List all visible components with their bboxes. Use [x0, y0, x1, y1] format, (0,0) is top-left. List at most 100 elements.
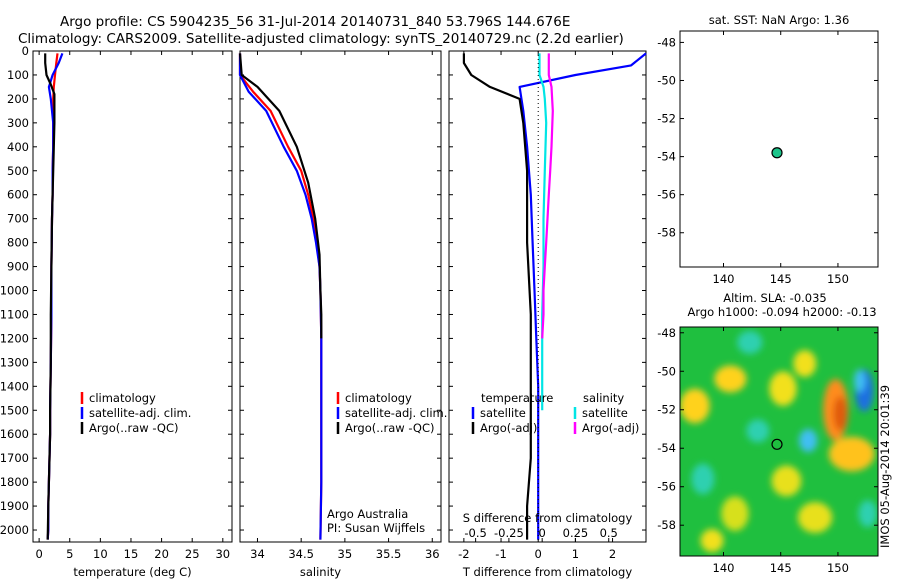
- sla-anomaly-cell: [691, 463, 715, 495]
- sst_map-lat-label: -54: [657, 150, 676, 164]
- salinity-diff-tick-label: 0.5: [600, 526, 618, 540]
- sla_map-lat-label: -58: [657, 518, 676, 532]
- salinity-diff-tick-label: -0.25: [494, 526, 524, 540]
- sst_map-lon-label: 140: [713, 272, 735, 286]
- difference-series-salinity-satellite: [538, 53, 548, 411]
- temperature-xtick-label: 10: [93, 547, 108, 561]
- sla_map-lon-label: 140: [713, 561, 735, 575]
- salinity-frame: [239, 50, 442, 543]
- sst_map-lat-label: -58: [657, 226, 676, 240]
- depth-tick-label: 1100: [0, 307, 29, 321]
- difference-xtick-label: -1: [495, 547, 506, 561]
- sla-anomaly-cell: [680, 388, 710, 424]
- difference-xtick-label: 0: [535, 547, 542, 561]
- temperature-xtick-label: 30: [215, 547, 230, 561]
- temperature-legend-label: satellite-adj. clim.: [89, 406, 191, 420]
- sla-anomaly-cell: [858, 500, 877, 528]
- salinity-panel: 34 34.5 35 35.5 36 salinity climatologysatelli…: [238, 50, 447, 579]
- depth-tick-label: 1900: [0, 499, 29, 513]
- difference-legend-label: satellite: [480, 406, 526, 420]
- sst_map-lat-label: -52: [657, 112, 676, 126]
- sst_map-lat-label: -50: [657, 73, 676, 87]
- difference-xtick-label: 2: [609, 547, 616, 561]
- sla_map-lat-label: -56: [657, 480, 676, 494]
- depth-tick-label: 1600: [0, 427, 29, 441]
- difference-series-temperature-satellite: [518, 52, 647, 540]
- temperature-xtick-label: 25: [185, 547, 200, 561]
- salinity-series-satellite-adj-clim-: [238, 53, 323, 540]
- sla_map-lat-label: -54: [657, 441, 676, 455]
- sla-anomaly-cell: [769, 371, 797, 406]
- depth-tick-label: 1500: [0, 403, 29, 417]
- salinity-diff-tick-label: 0.25: [563, 526, 589, 540]
- legend-title-salinity: salinity: [583, 391, 624, 405]
- difference-panel: -2 -1 0 1 2 T difference from climatology -0.5…: [448, 50, 647, 579]
- sla_map-frame: [679, 326, 879, 557]
- sla-map-title-line2: Argo h1000: -0.094 h2000: -0.13: [687, 305, 876, 319]
- depth-tick-label: 0: [22, 44, 29, 58]
- difference-frame: [448, 50, 647, 543]
- sla-anomaly-cell: [799, 428, 818, 453]
- salinity-diff-tick-label: 0: [539, 526, 546, 540]
- sla-map-title-line1: Altim. SLA: -0.035: [723, 291, 827, 305]
- figure-title-line1: Argo profile: CS 5904235_56 31-Jul-2014 …: [60, 14, 570, 30]
- sla-anomaly-cell: [833, 396, 848, 431]
- sst_map-panel: -48 -50 -52 -54 -56 -58 140 145 150 sat. SST: NaN…: [657, 13, 879, 286]
- salinity-legend-label: climatology: [345, 391, 412, 405]
- sla-anomaly-cell: [737, 330, 763, 354]
- sla_map-lon-label: 145: [770, 561, 792, 575]
- depth-tick-label: 1800: [0, 475, 29, 489]
- depth-tick-label: 2000: [0, 523, 29, 537]
- difference-xlabel: T difference from climatology: [462, 565, 633, 579]
- depth-tick-label: 500: [7, 164, 29, 178]
- salinity-diff-tick-label: -0.5: [464, 526, 486, 540]
- sst_map-lon-label: 150: [827, 272, 849, 286]
- legend-title-temperature: temperature: [481, 391, 553, 405]
- sla-anomaly-cell: [714, 365, 747, 393]
- salinity-xtick-label: 35: [338, 547, 353, 561]
- difference-series-salinity-argo-adj-: [541, 53, 554, 339]
- sla-anomaly-cell: [793, 350, 817, 378]
- depth-tick-label: 900: [7, 260, 29, 274]
- temperature-xtick-label: 0: [35, 547, 42, 561]
- sst-map-title: sat. SST: NaN Argo: 1.36: [709, 13, 850, 27]
- depth-tick-label: 1200: [0, 331, 29, 345]
- depth-tick-label: 100: [7, 68, 29, 82]
- depth-tick-label: 200: [7, 92, 29, 106]
- depth-tick-label: 1300: [0, 355, 29, 369]
- temperature-series-argo-raw-qc-: [44, 53, 56, 540]
- temperature-xtick-label: 5: [66, 547, 73, 561]
- salinity-series-argo-raw-qc-: [238, 53, 323, 339]
- temperature-xtick-label: 20: [154, 547, 169, 561]
- figure-title-line2: Climatology: CARS2009. Satellite-adjuste…: [18, 31, 624, 47]
- salinity-series-climatology: [238, 53, 323, 540]
- depth-tick-label: 400: [7, 140, 29, 154]
- sst_map-lat-label: -56: [657, 188, 676, 202]
- sst_map-lon-label: 145: [770, 272, 792, 286]
- pi-name-label: PI: Susan Wijffels: [327, 521, 425, 535]
- depth-tick-label: 700: [7, 212, 29, 226]
- difference-xtick-label: -2: [458, 547, 469, 561]
- depth-tick-label: 300: [7, 116, 29, 130]
- depth-tick-label: 800: [7, 236, 29, 250]
- depth-tick-label: 600: [7, 188, 29, 202]
- salinity-xtick-label: 35.5: [376, 547, 402, 561]
- sst_map-frame: [679, 30, 879, 268]
- temperature-frame: [32, 50, 233, 543]
- sla-field: [680, 327, 878, 556]
- argo-australia-label: Argo Australia: [327, 507, 408, 521]
- temperature-legend-label: climatology: [89, 391, 156, 405]
- temperature-xtick-label: 15: [124, 547, 139, 561]
- imos-timestamp-label: IMOS 05-Aug-2014 20:01:39: [878, 385, 892, 548]
- salinity-diff-axis-label: S difference from climatology: [463, 511, 633, 525]
- difference-xtick-label: 1: [572, 547, 579, 561]
- sla-anomaly-cell: [721, 496, 749, 531]
- sla_map-lat-label: -48: [657, 326, 676, 340]
- sla_map-argo-location-marker: [771, 438, 783, 450]
- sla-anomaly-cell: [746, 419, 770, 443]
- difference-series-temperature-argo-adj-: [462, 53, 532, 540]
- sst_map-lat-label: -48: [657, 35, 676, 49]
- difference-legend-label: Argo(-adj): [480, 421, 537, 435]
- difference-legend-label: satellite: [582, 406, 628, 420]
